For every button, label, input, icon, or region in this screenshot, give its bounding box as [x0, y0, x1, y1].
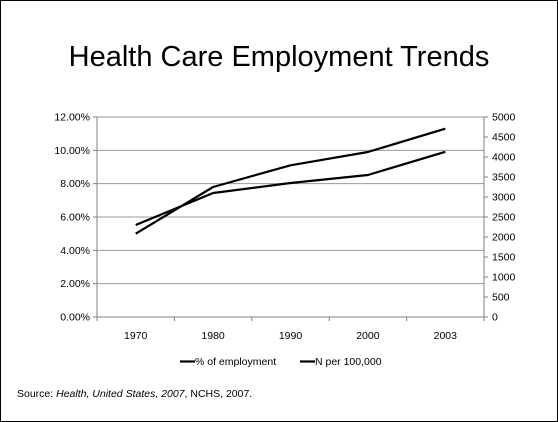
right-tick-label: 4500 [492, 132, 516, 144]
source-suffix: , NCHS, 2007. [184, 388, 253, 400]
right-tick-label: 4000 [492, 152, 516, 164]
left-tick-label: 8.00% [60, 178, 90, 190]
right-tick-label: 5000 [492, 112, 516, 124]
source-title: Health, United States, 2007 [56, 388, 185, 400]
x-tick-label: 1990 [279, 330, 303, 342]
left-tick-label: 6.00% [60, 212, 90, 224]
x-tick-label: 2003 [434, 330, 458, 342]
slide-title: Health Care Employment Trends [68, 41, 490, 73]
series-line-1 [135, 127, 446, 235]
left-tick-label: 12.00% [54, 112, 90, 124]
right-tick-label: 2500 [492, 212, 516, 224]
x-tick-label: 1970 [124, 330, 148, 342]
gridlines [97, 116, 484, 285]
left-tick-label: 2.00% [60, 278, 90, 290]
right-tick-label: 2000 [492, 232, 516, 244]
right-tick-label: 3000 [492, 192, 516, 204]
source-citation: Source: Health, United States, 2007, NCH… [17, 388, 252, 400]
series-lines [135, 127, 446, 235]
legend-label-1: % of employment [195, 356, 276, 368]
right-tick-label: 0 [492, 312, 498, 324]
source-prefix: Source: [17, 388, 57, 400]
right-tick-label: 500 [492, 292, 510, 304]
right-tick-label: 1000 [492, 272, 516, 284]
right-tick-label: 3500 [492, 172, 516, 184]
x-tick-label: 1980 [201, 330, 225, 342]
right-tick-label: 1500 [492, 252, 516, 264]
left-axis-ticks: 0.00% 2.00% 4.00% 6.00% 8.00% 10.00% 12.00% [54, 112, 97, 324]
left-tick-label: 0.00% [60, 312, 90, 324]
x-tick-label: 2000 [356, 330, 380, 342]
legend-label-2: N per 100,000 [315, 356, 382, 368]
right-axis-ticks: 0 500 1000 1500 2000 2500 3000 3500 4000 4500 5000 [484, 112, 516, 324]
x-axis-ticks: 1970 1980 1990 2000 2003 [96, 317, 485, 342]
series-line-2 [135, 150, 446, 227]
left-tick-label: 10.00% [54, 145, 90, 157]
left-tick-label: 4.00% [60, 245, 90, 257]
legend: % of employment N per 100,000 [180, 356, 382, 368]
